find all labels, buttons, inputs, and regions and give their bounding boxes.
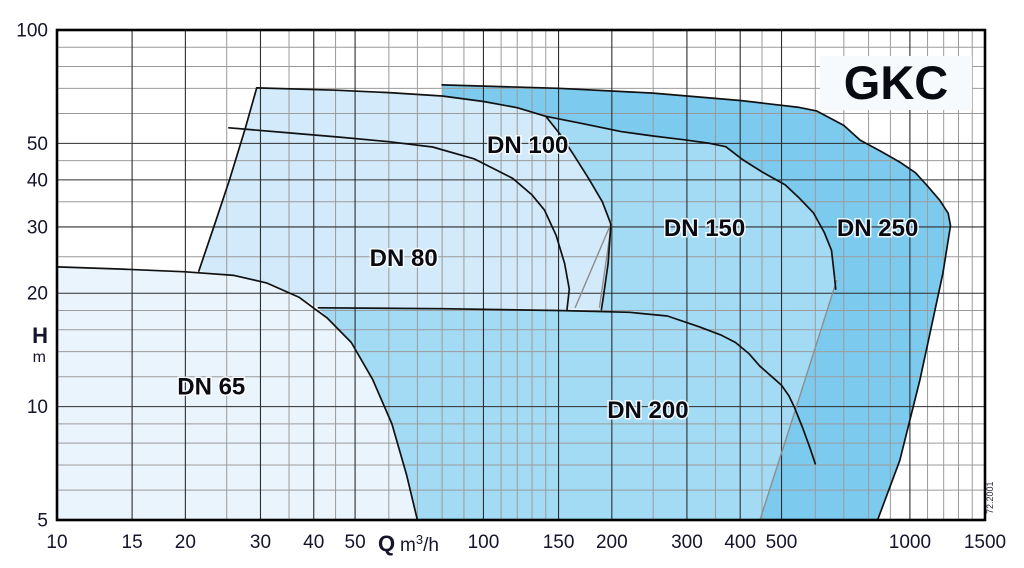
dn150-boundary xyxy=(544,115,837,291)
y-tick-label: 50 xyxy=(27,134,48,155)
x-tick-label: 15 xyxy=(122,532,143,553)
y-tick-label: 10 xyxy=(27,397,48,418)
plot-border xyxy=(55,28,987,522)
region-label-dn-250: DN 250 xyxy=(837,215,918,242)
x-axis-unit: m3/h xyxy=(400,532,439,556)
x-tick-label: 20 xyxy=(175,532,196,553)
y-tick-label: 20 xyxy=(27,284,48,305)
dn80-boundary xyxy=(228,126,571,311)
dn250-field xyxy=(442,84,951,521)
revision-stamp: 72.2001 xyxy=(985,481,995,514)
dn250-boundary xyxy=(441,84,952,521)
x-tick-label: 1000 xyxy=(889,532,931,553)
min-flow-steep-boundary xyxy=(197,87,258,272)
y-axis-unit: m xyxy=(33,349,46,366)
region-label-dn-150: DN 150 xyxy=(664,215,745,242)
dn150-dn200-field xyxy=(318,116,836,521)
x-tick-label: 1500 xyxy=(964,532,1006,553)
x-axis-title: Q xyxy=(378,531,395,556)
region-label-dn-65: DN 65 xyxy=(177,374,245,401)
y-tick-label: 5 xyxy=(37,511,48,532)
chart-title: GKC xyxy=(844,56,948,109)
region-label-dn-100: DN 100 xyxy=(487,132,568,159)
y-axis-title: H xyxy=(32,323,48,348)
title-box xyxy=(820,56,972,110)
x-tick-label: 100 xyxy=(468,532,500,553)
dn200-boundary xyxy=(317,306,817,465)
x-tick-label: 10 xyxy=(46,532,67,553)
x-tick-label: 200 xyxy=(596,532,628,553)
region-label-dn-200: DN 200 xyxy=(607,397,688,424)
x-tick-label: 30 xyxy=(250,532,271,553)
x-tick-label: 40 xyxy=(303,532,324,553)
y-tick-label: 40 xyxy=(27,170,48,191)
x-tick-label: 50 xyxy=(345,532,366,553)
x-tick-label: 150 xyxy=(543,532,575,553)
dn100-boundary xyxy=(255,87,612,311)
x-tick-label: 500 xyxy=(766,532,798,553)
y-tick-label: 30 xyxy=(27,217,48,238)
x-tick-label: 400 xyxy=(724,532,756,553)
region-label-dn-80: DN 80 xyxy=(370,245,438,272)
y-tick-label: 100 xyxy=(16,21,48,42)
x-tick-label: 300 xyxy=(671,532,703,553)
dn250-left-boundary xyxy=(759,279,838,521)
dn150-left-boundary xyxy=(574,221,613,309)
dn65-boundary xyxy=(56,266,419,521)
